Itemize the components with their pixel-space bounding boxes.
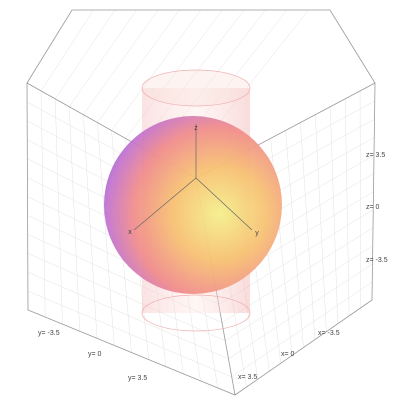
- grid-line: [231, 281, 373, 378]
- cylinder-bottom: [141, 294, 251, 332]
- axis-label: y: [255, 230, 259, 237]
- grid-line: [359, 90, 361, 308]
- grid-line: [111, 9, 202, 131]
- grid-line: [54, 9, 116, 99]
- grid-line: [315, 114, 327, 332]
- tick-label: y= 0: [88, 351, 102, 358]
- cube-outline: [26, 9, 376, 396]
- tick-label: y= 3.5: [128, 375, 147, 382]
- grid-line: [27, 271, 229, 360]
- grid-line: [83, 9, 159, 115]
- tick-label: z= 0: [366, 204, 380, 211]
- tick-label: x= -3.5: [318, 330, 340, 337]
- axis-lines: [133, 124, 253, 231]
- grid-line: [27, 290, 232, 378]
- sphere: [104, 116, 282, 294]
- tick-label: z= -3.5: [366, 257, 388, 264]
- tick-label: z= 3.5: [366, 152, 385, 159]
- grid-line: [300, 122, 316, 340]
- grid-line: [344, 98, 350, 316]
- tick-label: x= 0: [281, 351, 295, 358]
- grid-line: [228, 263, 373, 360]
- y-axis: [195, 177, 253, 231]
- cylinder-top: [141, 69, 251, 107]
- grid-line: [40, 9, 94, 92]
- x-axis: [133, 177, 197, 231]
- tick-label: y= -3.5: [38, 330, 60, 337]
- grid-line: [69, 9, 137, 107]
- axis-label: x: [128, 229, 132, 236]
- grid-line: [97, 9, 180, 123]
- axis-label: z: [194, 125, 198, 132]
- tick-label: x= 3.5: [238, 374, 257, 381]
- grid-line: [125, 9, 223, 139]
